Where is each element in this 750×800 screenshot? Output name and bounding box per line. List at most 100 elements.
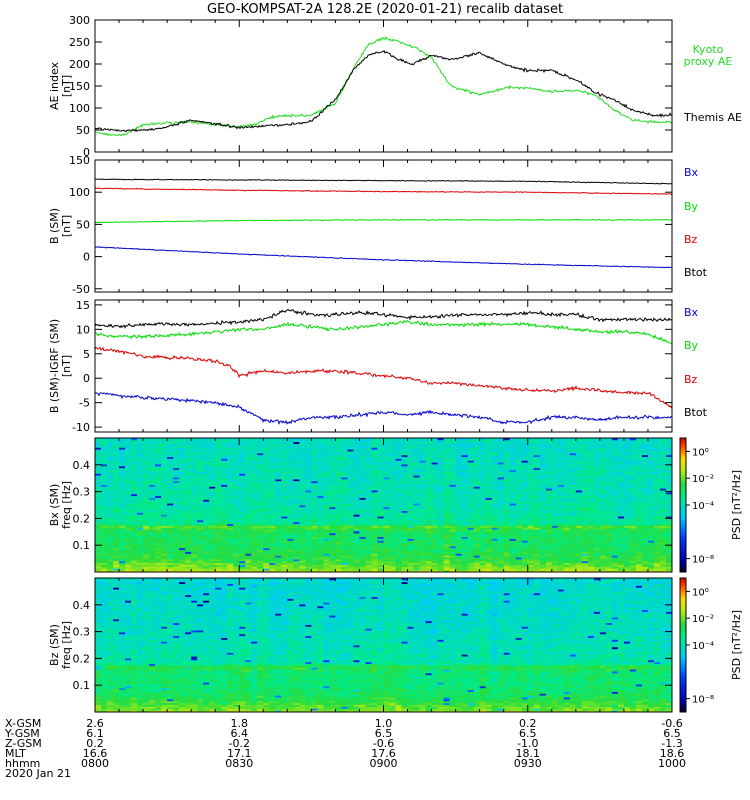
spectrogram-cell xyxy=(299,566,306,569)
spectrogram-cell xyxy=(383,506,390,510)
spectrogram-cell xyxy=(365,449,372,452)
spectrogram-cell xyxy=(197,505,204,508)
spectrogram-cell xyxy=(227,477,234,480)
spectrogram-cell xyxy=(383,570,390,573)
spectrogram-cell xyxy=(371,477,378,480)
spectrogram-cell xyxy=(251,564,258,567)
spectrogram-cell xyxy=(197,547,204,551)
spectrogram-cell xyxy=(101,506,108,510)
spectrogram-cell xyxy=(95,562,102,565)
spectrogram-cell xyxy=(119,532,126,536)
spectrogram-cell xyxy=(131,544,138,547)
spectrogram-cell xyxy=(269,566,276,569)
spectrogram-cell xyxy=(311,514,318,517)
spectrogram-cell xyxy=(191,495,198,498)
spectrogram-cell xyxy=(275,454,282,458)
spectrogram-cell xyxy=(335,506,342,510)
spectrogram-cell xyxy=(335,477,342,480)
spectrogram-cell xyxy=(173,519,180,523)
spectrogram-cell xyxy=(131,490,138,493)
spectrogram-cell xyxy=(251,452,258,456)
spectrogram-cell xyxy=(161,568,168,571)
spectrogram-cell xyxy=(281,536,288,539)
spectrogram-cell xyxy=(179,460,186,463)
spectrogram-cell xyxy=(251,462,258,465)
spectrogram-cell xyxy=(215,562,222,565)
spectrogram-cell xyxy=(173,570,180,573)
spectrogram-cell xyxy=(389,532,396,536)
spectrogram-cell xyxy=(191,456,198,459)
spectrogram-cell xyxy=(143,532,150,536)
spectrogram-cell xyxy=(233,521,240,525)
spectrogram-cell xyxy=(197,568,204,571)
spectrogram-cell xyxy=(185,454,192,458)
spectrogram-cell xyxy=(383,473,390,476)
spectrogram-cell xyxy=(101,467,108,471)
spectrogram-cell xyxy=(299,475,306,478)
spectrogram-cell xyxy=(221,551,228,554)
spectrogram-cell xyxy=(257,471,264,474)
spectrogram-cell xyxy=(269,545,276,549)
spectrogram-cell xyxy=(383,519,390,523)
y-tick-label: 0 xyxy=(83,372,90,385)
spectrogram-cell xyxy=(245,439,252,443)
spectrogram-cell xyxy=(149,519,156,523)
spectrogram-cell xyxy=(197,521,204,525)
spectrogram-cell xyxy=(347,493,354,497)
spectrogram-cell xyxy=(131,570,138,573)
spectrogram-cell xyxy=(161,555,168,558)
spectrogram-cell xyxy=(335,501,342,504)
spectrogram-cell xyxy=(233,531,240,534)
spectrogram-cell xyxy=(371,493,378,497)
spectrogram-cell xyxy=(131,456,138,459)
spectrogram-cell xyxy=(377,495,384,498)
spectrogram-cell xyxy=(239,518,246,521)
spectrogram-cell xyxy=(395,553,402,556)
spectrogram-cell xyxy=(311,480,318,484)
spectrogram-cell xyxy=(257,484,264,487)
spectrogram-cell xyxy=(131,480,138,484)
spectrogram-cell xyxy=(377,491,384,495)
spectrogram-cell xyxy=(311,484,318,487)
spectrogram-cell xyxy=(143,519,150,523)
spectrogram-cell xyxy=(275,562,282,565)
spectrogram-cell xyxy=(245,443,252,446)
spectrogram-cell xyxy=(323,557,330,560)
spectrogram-cell xyxy=(95,493,102,497)
spectrogram-cell xyxy=(299,477,306,480)
spectrogram-cell xyxy=(239,540,246,543)
spectrogram-cell xyxy=(185,441,192,444)
spectrogram-cell xyxy=(185,464,192,467)
spectrogram-cell xyxy=(293,471,300,474)
spectrogram-cell xyxy=(179,480,186,484)
spectrogram-cell xyxy=(107,445,114,448)
spectrogram-cell xyxy=(347,445,354,448)
spectrogram-cell xyxy=(359,447,366,450)
spectrogram-cell xyxy=(395,523,402,526)
spectrogram-cell xyxy=(353,469,360,472)
spectrogram-cell xyxy=(239,523,246,526)
spectrogram-cell xyxy=(203,566,210,569)
legend-bz: Bz xyxy=(684,373,698,386)
spectrogram-cell xyxy=(215,547,222,551)
spectrogram-cell xyxy=(179,536,186,539)
spectrogram-cell xyxy=(329,497,336,500)
spectrogram-cell xyxy=(101,553,108,556)
spectrogram-cell xyxy=(131,501,138,504)
spectrogram-cell xyxy=(245,503,252,506)
spectrogram-cell xyxy=(227,523,234,526)
spectrogram-cell xyxy=(323,467,330,471)
spectrogram-cell xyxy=(221,441,228,444)
spectrogram-cell xyxy=(161,547,168,551)
spectrogram-cell xyxy=(335,478,342,482)
spectrogram-cell xyxy=(209,512,216,515)
spectrogram-cell xyxy=(323,451,330,454)
spectrogram-cell xyxy=(287,570,294,573)
spectrogram-cell xyxy=(239,558,246,562)
spectrogram-cell xyxy=(149,547,156,551)
spectrogram-cell xyxy=(149,531,156,534)
spectrogram-cell xyxy=(275,540,282,543)
spectrogram-cell xyxy=(275,451,282,454)
spectrogram-cell xyxy=(305,525,312,528)
spectrogram-cell xyxy=(107,478,114,482)
